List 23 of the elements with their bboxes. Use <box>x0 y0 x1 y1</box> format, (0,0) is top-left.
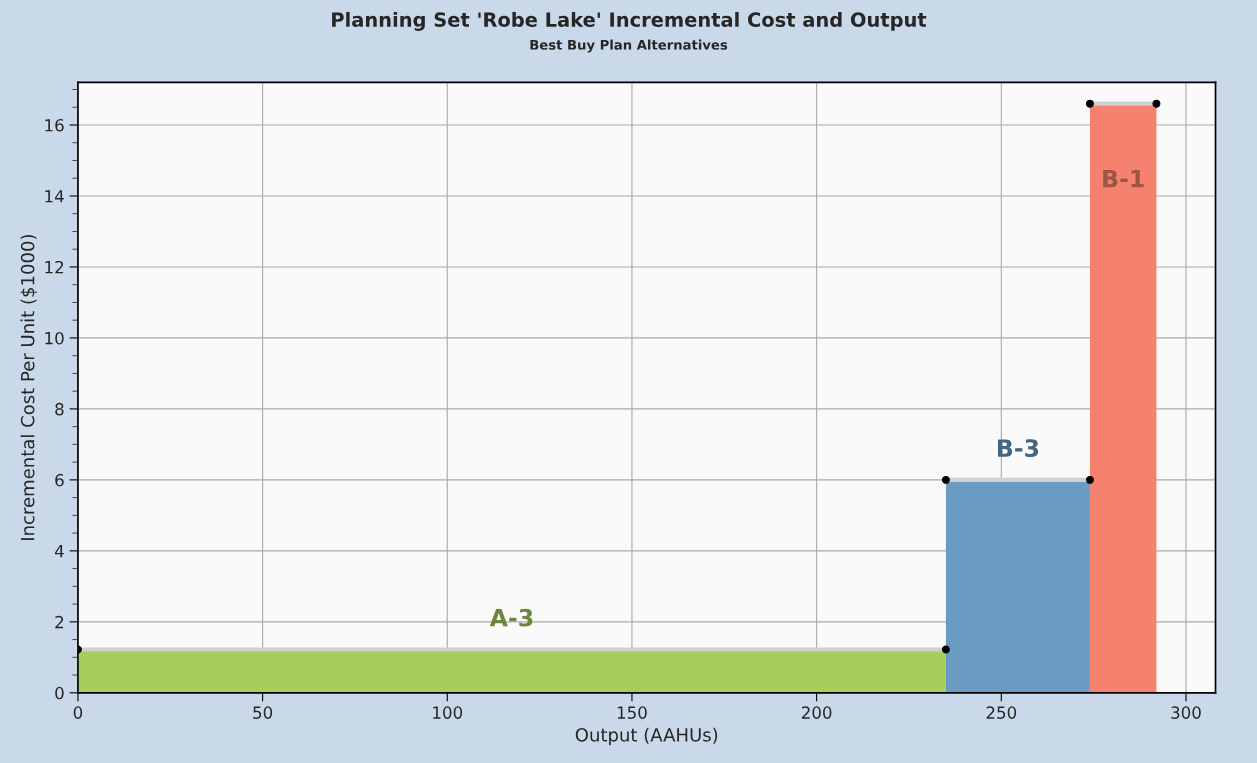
x-tick-label: 150 <box>617 706 647 719</box>
y-tick-label: 8 <box>55 402 64 416</box>
y-tick-label: 14 <box>45 190 64 203</box>
y-tick-label: 0 <box>55 686 64 700</box>
x-tick-label: 250 <box>986 706 1017 719</box>
x-tick-label: 0 <box>73 706 83 719</box>
chart-subtitle: Best Buy Plan Alternatives <box>530 39 728 53</box>
y-tick-label: 6 <box>55 473 64 487</box>
y-tick-label: 16 <box>45 118 64 132</box>
y-tick-label: 10 <box>45 331 64 345</box>
x-tick-label: 100 <box>433 706 463 719</box>
y-tick-label: 4 <box>54 545 64 558</box>
x-tick-label: 50 <box>253 706 273 719</box>
series-label: B-1 <box>1103 169 1144 188</box>
chart-title: Planning Set 'Robe Lake' Incremental Cost and Output <box>332 11 927 31</box>
y-tick-label: 2 <box>55 615 64 629</box>
series-label: A-3 <box>489 608 533 627</box>
x-tick-label: 200 <box>801 706 832 719</box>
y-axis-title: Incremental Cost Per Unit ($1000) <box>20 235 37 540</box>
x-axis-title: Output (AAHUs) <box>575 727 718 746</box>
series-label: B-3 <box>997 439 1039 457</box>
x-tick-label: 300 <box>1171 706 1201 719</box>
y-tick-label: 12 <box>45 260 64 274</box>
